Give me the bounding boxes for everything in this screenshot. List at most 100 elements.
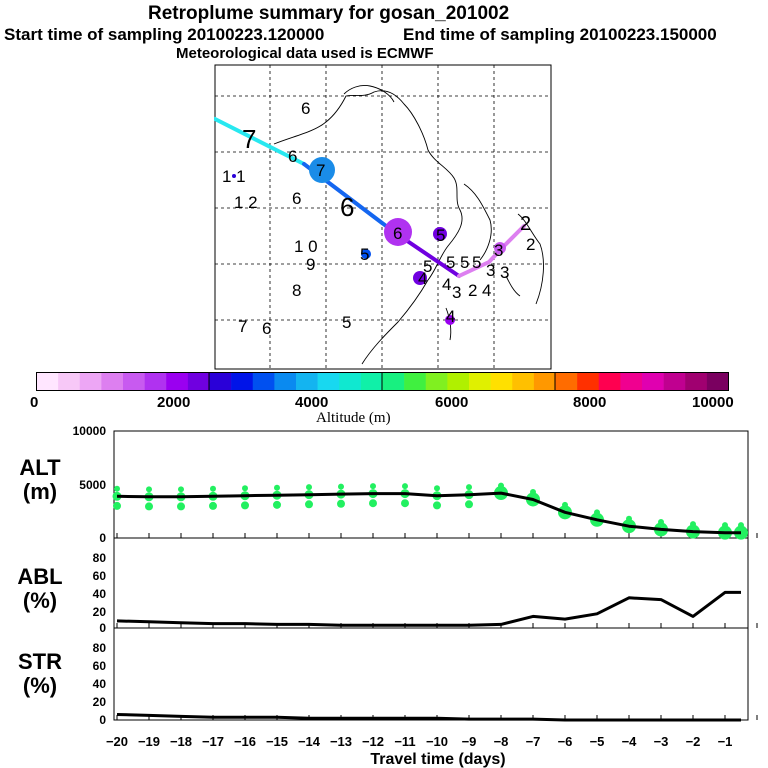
abl-ytick: 60 (93, 569, 107, 583)
map-label: 4 (442, 275, 451, 294)
str-ytick: 40 (93, 677, 107, 691)
alt-sample-dot (369, 499, 377, 508)
alt-sample-dot (338, 483, 344, 490)
alt-sample-dot (530, 488, 536, 495)
x-axis-label: Travel time (days) (370, 751, 505, 768)
map-label: 1 0 (294, 237, 318, 256)
colorbar-cell (490, 372, 513, 391)
series-line-alt (116, 491, 741, 535)
series-line-abl (116, 590, 741, 627)
alt-sample-dot (305, 500, 313, 509)
alt-sample-dot (113, 501, 121, 510)
abl-ytick: 40 (93, 587, 107, 601)
alt-sample-dot (146, 486, 152, 493)
altitude-colorbar (36, 372, 729, 391)
alt-sample-dot (241, 501, 249, 510)
colorbar-cell (58, 372, 81, 391)
map-label: 5 (446, 253, 455, 272)
colorbar-cell (317, 372, 340, 391)
alt-ytick: 5000 (79, 478, 106, 492)
alt-sample-dot (209, 501, 217, 510)
met-data-label: Meteorological data used is ECMWF (176, 45, 434, 62)
abl-ytick: 0 (99, 621, 106, 635)
colorbar-cell (425, 372, 448, 391)
colorbar-cell (101, 372, 124, 391)
colorbar-tick: 8000 (573, 394, 607, 411)
end-time-label: End time of sampling 20100223.150000 (403, 25, 717, 44)
colorbar-cell (642, 372, 664, 391)
alt-sample-dot (178, 486, 184, 493)
colorbar-cell (512, 372, 535, 391)
alt-frame (113, 430, 749, 539)
alt-ytick: 0 (99, 531, 106, 545)
alt-sample-dot (738, 522, 744, 529)
x-tick-label: −16 (234, 734, 256, 749)
map-label: 5 (360, 245, 369, 264)
str-label-line2: (%) (22, 673, 58, 698)
map-label: 5 (436, 226, 445, 245)
x-tick-label: −13 (330, 734, 352, 749)
alt-label-line2: (m) (22, 479, 58, 504)
map-labels: 6 7 6 7 1 1 1 2 6 6 6 1 0 9 5 5 8 7 6 5 (222, 99, 432, 338)
colorbar-tick: 10000 (692, 394, 734, 411)
map-frame (214, 64, 552, 370)
map-label: 5 (342, 313, 351, 332)
colorbar-tick: 0 (30, 394, 39, 411)
alt-ytick: 10000 (73, 424, 107, 438)
trajectory-points (232, 157, 506, 325)
start-time-label: Start time of sampling 20100223.120000 (4, 25, 325, 44)
alt-sample-dot (626, 515, 632, 522)
str-ytick: 60 (93, 659, 107, 673)
alt-sample-dot (690, 521, 696, 528)
colorbar-cell (339, 372, 362, 391)
colorbar-cell (663, 372, 686, 391)
colorbar-cell (360, 372, 383, 391)
alt-panel-label: ALT (m) (0, 456, 80, 504)
x-tick-label: −18 (170, 734, 192, 749)
alt-sample-dot (434, 485, 440, 492)
colorbar-label: Altitude (m) (316, 410, 391, 426)
alt-sample-dot (337, 499, 345, 508)
str-ytick: 0 (99, 713, 106, 727)
alt-sample-dot (274, 484, 280, 491)
x-tick-label: −6 (558, 734, 573, 749)
alt-sample-dot (433, 501, 441, 510)
str-label-line1: STR (18, 649, 62, 674)
alt-sample-dot (402, 483, 408, 490)
colorbar-cell (577, 372, 600, 391)
colorbar-cell (404, 372, 427, 391)
colorbar-cell (166, 372, 189, 391)
alt-sample-dot (594, 509, 600, 516)
alt-sample-dot (306, 484, 312, 491)
x-tick-label: −8 (494, 734, 509, 749)
map-label: 6 (393, 224, 402, 243)
alt-sample-dot (466, 484, 472, 491)
x-tick-label: −10 (426, 734, 448, 749)
map-label: 3 (452, 283, 461, 302)
alt-sample-dot (562, 501, 568, 508)
abl-panel-label: ABL (%) (0, 565, 80, 613)
map-label: 2 (468, 281, 477, 300)
x-tick-label: −19 (138, 734, 160, 749)
colorbar-cell (252, 372, 275, 391)
colorbar-tick: 2000 (157, 394, 191, 411)
colorbar-cell (620, 372, 643, 391)
map-label: 1 2 (234, 193, 258, 212)
map-label: 4 (418, 269, 427, 288)
colorbar-cell (187, 372, 210, 391)
map-label: 4 (446, 307, 455, 326)
map-label: 9 (306, 255, 315, 274)
colorbar-cell (296, 372, 318, 391)
alt-sample-dot (401, 499, 409, 508)
colorbar-cell (469, 372, 491, 391)
alt-sample-dot (465, 500, 473, 509)
abl-label-line1: ABL (17, 564, 63, 589)
map-label: 6 (288, 147, 297, 166)
map-label: 3 (486, 261, 495, 280)
map-label: 7 (238, 317, 247, 336)
time-series-panels: 10000 5000 0 80 60 40 20 0 80 60 40 20 0… (73, 424, 758, 768)
colorbar-tick: 4000 (295, 394, 329, 411)
map-label: 7 (316, 161, 325, 180)
map-cluster-labels: 5 5 5 5 3 3 3 4 4 3 2 4 4 2 2 (418, 213, 535, 326)
alt-sample-dot (114, 485, 120, 492)
